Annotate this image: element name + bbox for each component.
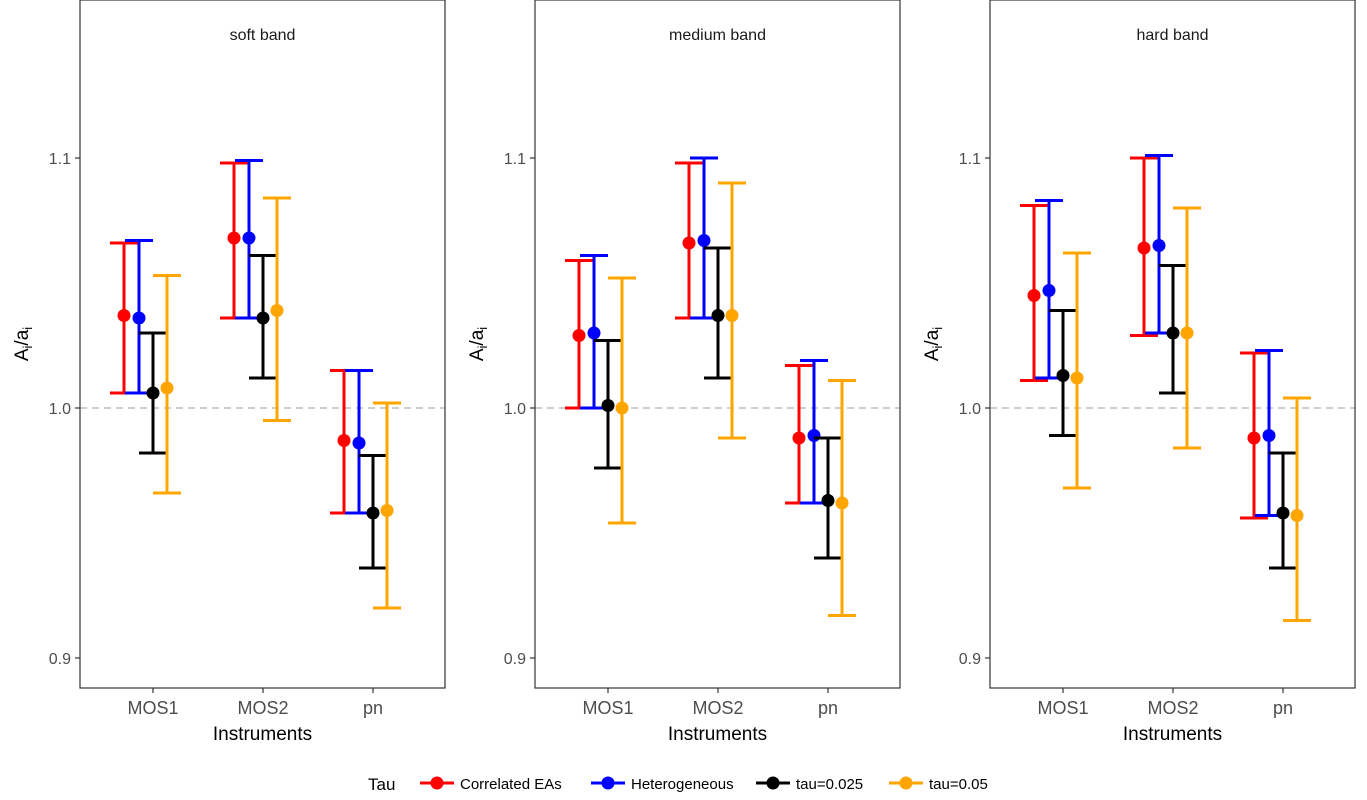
- data-point: [835, 496, 849, 510]
- data-point: [1070, 371, 1084, 385]
- data-point: [146, 386, 160, 400]
- legend-label: tau=0.05: [929, 776, 988, 793]
- x-tick-label: pn: [818, 698, 838, 718]
- legend-label: Heterogeneous: [631, 776, 734, 793]
- legend-item: Heterogeneous: [591, 776, 734, 793]
- x-axis-label: Instruments: [213, 724, 312, 745]
- data-point: [1290, 509, 1304, 522]
- data-point: [1247, 431, 1261, 445]
- data-point: [1276, 506, 1290, 520]
- y-axis-label: Ai/ai: [922, 327, 945, 361]
- data-point: [807, 429, 821, 442]
- data-point: [117, 309, 131, 322]
- x-axis-label: Instruments: [668, 724, 767, 745]
- data-point: [682, 236, 696, 250]
- data-point: [380, 504, 394, 517]
- data-point: [352, 436, 366, 450]
- data-point: [366, 506, 380, 520]
- data-point: [1166, 326, 1180, 340]
- legend-label: tau=0.025: [796, 776, 863, 793]
- legend-key-point: [766, 776, 780, 790]
- y-tick-label: 1.0: [49, 401, 71, 418]
- legend: Tau Correlated EAs Heterogeneous tau=0.025 t…: [368, 775, 988, 794]
- data-point: [821, 494, 835, 507]
- y-axis-label: Ai/ai: [12, 327, 35, 361]
- legend-title: Tau: [368, 775, 395, 794]
- panel-title: hard band: [1136, 27, 1208, 44]
- data-point: [725, 309, 739, 322]
- data-point: [711, 309, 725, 322]
- legend-item: Correlated EAs: [420, 776, 562, 793]
- legend-key-point: [899, 776, 913, 790]
- x-tick-label: MOS1: [1037, 698, 1088, 718]
- data-point: [1180, 326, 1194, 340]
- x-tick-label: pn: [363, 698, 383, 718]
- data-point: [270, 304, 284, 317]
- data-point: [1042, 284, 1056, 297]
- y-tick-label: 1.1: [959, 151, 981, 168]
- data-point: [1027, 289, 1041, 302]
- panel-hard-band: hard band 0.9 1.0 1.1 Ai/ai MOS1 MOS2 pn Instrum…: [922, 0, 1356, 745]
- data-point: [601, 399, 615, 412]
- y-tick-label: 1.1: [504, 151, 526, 168]
- y-tick-label: 1.1: [49, 151, 71, 168]
- data-point: [132, 311, 146, 325]
- data-point: [615, 401, 629, 415]
- data-point: [227, 231, 241, 245]
- x-axis-label: Instruments: [1123, 724, 1222, 745]
- panel-title: medium band: [669, 27, 766, 44]
- facet-panels: soft band 0.9 1.0 1.1 Ai/ai MOS1 MOS2 pn Instrum…: [12, 0, 1356, 745]
- legend-key-point: [430, 776, 444, 790]
- data-point: [1152, 239, 1166, 252]
- data-point: [160, 381, 174, 395]
- y-tick-label: 1.0: [504, 401, 526, 418]
- y-tick-label: 0.9: [959, 651, 981, 668]
- x-tick-label: MOS1: [582, 698, 633, 718]
- panel-soft-band: soft band 0.9 1.0 1.1 Ai/ai MOS1 MOS2 pn Instrum…: [12, 0, 446, 745]
- x-tick-label: MOS2: [1147, 698, 1198, 718]
- data-point: [572, 329, 586, 342]
- data-point: [697, 234, 711, 247]
- legend-label: Correlated EAs: [460, 776, 562, 793]
- data-point: [587, 326, 601, 340]
- x-tick-label: MOS1: [127, 698, 178, 718]
- data-point: [242, 231, 256, 245]
- legend-item: tau=0.025: [756, 776, 863, 793]
- legend-key-point: [601, 776, 615, 790]
- x-tick-label: pn: [1273, 698, 1293, 718]
- y-tick-label: 1.0: [959, 401, 981, 418]
- data-point: [1137, 241, 1151, 255]
- x-tick-label: MOS2: [237, 698, 288, 718]
- panel-medium-band: medium band 0.9 1.0 1.1 Ai/ai MOS1 MOS2 pn Instr…: [467, 0, 901, 745]
- y-tick-label: 0.9: [49, 651, 71, 668]
- data-point: [792, 431, 806, 445]
- data-point: [1056, 369, 1070, 382]
- data-point: [337, 434, 351, 447]
- legend-item: tau=0.05: [889, 776, 988, 793]
- y-axis-label: Ai/ai: [467, 327, 490, 361]
- data-point: [256, 311, 270, 325]
- y-tick-label: 0.9: [504, 651, 526, 668]
- panel-title: soft band: [230, 27, 296, 44]
- x-tick-label: MOS2: [692, 698, 743, 718]
- data-point: [1262, 429, 1276, 442]
